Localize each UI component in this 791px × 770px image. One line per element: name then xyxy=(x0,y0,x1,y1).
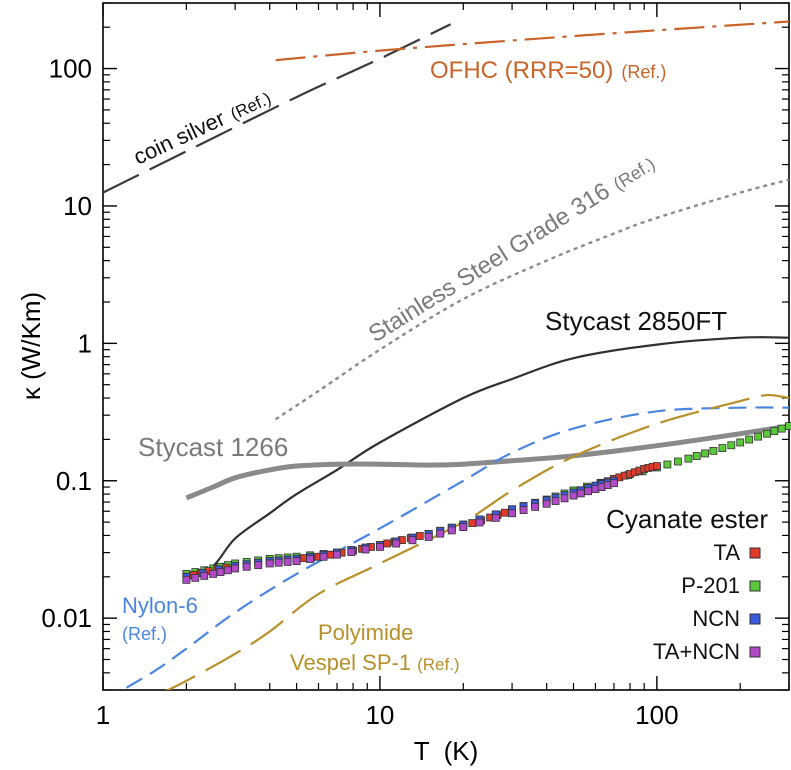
marker-p-201 xyxy=(745,435,754,444)
curve-stainless xyxy=(274,178,789,421)
marker-p-201 xyxy=(727,441,736,450)
legend-swatch-ta xyxy=(749,547,761,559)
x-tick-label: 10 xyxy=(365,700,394,730)
annotation-stycast-2850ft: Stycast 2850FT xyxy=(545,306,727,336)
marker-ta-ncn xyxy=(508,509,516,518)
y-tick-label: 1 xyxy=(78,328,92,358)
marker-ta-ncn xyxy=(576,489,585,498)
marker-ta-ncn xyxy=(551,497,560,505)
legend-label: P-201 xyxy=(681,573,740,598)
marker-ta-ncn xyxy=(560,494,569,503)
y-tick-label: 100 xyxy=(49,54,92,84)
marker-ta-ncn xyxy=(447,526,456,535)
marker-ta-ncn xyxy=(531,503,540,511)
marker-ta-ncn xyxy=(475,518,484,527)
curve-nylon xyxy=(120,406,789,690)
marker-ta-ncn xyxy=(519,506,528,514)
axis-ticks: 1 10 100 0.01 0.1 1 10 100 xyxy=(41,2,790,730)
marker-ta-ncn xyxy=(491,513,500,522)
marker-ta xyxy=(415,532,424,540)
annotation-coin-silver: coin silver(Ref.) xyxy=(130,84,275,169)
marker-ta-ncn xyxy=(265,559,274,568)
marker-p-201 xyxy=(701,449,709,458)
marker-ta xyxy=(326,550,334,559)
marker-p-201 xyxy=(736,438,745,447)
y-tick-label: 10 xyxy=(63,191,92,221)
marker-ta-ncn xyxy=(254,561,263,570)
marker-p-201 xyxy=(684,454,693,463)
marker-ta-ncn xyxy=(610,479,618,488)
marker-ta-ncn xyxy=(436,529,445,538)
curve-stycast2850 xyxy=(185,336,789,581)
marker-p-201 xyxy=(754,432,763,441)
marker-p-201 xyxy=(718,444,727,452)
legend-label: NCN xyxy=(692,606,740,631)
marker-ta-ncn xyxy=(223,566,232,575)
x-axis-label: T (K) xyxy=(414,736,479,766)
marker-ta-ncn xyxy=(584,487,593,496)
marker-ta-ncn xyxy=(424,533,433,541)
marker-ta-ncn xyxy=(306,555,314,563)
y-tick-label: 0.1 xyxy=(56,466,92,496)
curve-stycast1266 xyxy=(185,423,789,501)
marker-p-201 xyxy=(674,457,682,466)
marker-ta-ncn xyxy=(392,539,401,548)
legend-title: Cyanate ester xyxy=(606,504,768,534)
marker-p-201 xyxy=(692,452,701,460)
legend-label: TA xyxy=(714,540,741,565)
curve-ofhc xyxy=(275,20,789,62)
marker-ta-ncn xyxy=(242,562,251,571)
annotation-ofhc: OFHC (RRR=50) (Ref.) xyxy=(430,57,666,84)
annotation-nylon: Nylon-6 xyxy=(122,593,198,618)
marker-ta-ncn xyxy=(283,558,292,566)
marker-ta-ncn xyxy=(376,543,384,551)
marker-ta-ncn xyxy=(292,557,301,566)
marker-p-201 xyxy=(785,422,791,430)
marker-ta-ncn xyxy=(191,573,200,582)
y-axis-label: κ (W/Km) xyxy=(16,292,46,400)
marker-ta-ncn xyxy=(333,550,341,559)
data-markers xyxy=(182,422,791,584)
plot-frame xyxy=(102,2,790,691)
marker-ta-ncn xyxy=(408,536,417,545)
legend-label: TA+NCN xyxy=(653,639,740,664)
marker-p-201 xyxy=(763,429,771,438)
x-tick-label: 1 xyxy=(96,700,110,730)
annotation-polyimide: Polyimide xyxy=(318,620,413,645)
annotation-stycast-1266: Stycast 1266 xyxy=(138,432,288,462)
y-tick-label: 0.01 xyxy=(41,603,92,633)
marker-ta xyxy=(468,519,477,527)
curve-annotations: coin silver(Ref.)OFHC (RRR=50) (Ref.)Stai… xyxy=(122,57,727,675)
marker-p-201 xyxy=(663,460,672,469)
legend-swatch-ta-ncn xyxy=(749,646,761,658)
marker-ta-ncn xyxy=(319,552,328,561)
annotation-nylon-ref: (Ref.) xyxy=(122,624,167,644)
legend: Cyanate ester TA P-201 NCN TA+NCN xyxy=(606,504,768,664)
x-tick-label: 100 xyxy=(635,700,678,730)
marker-ta-ncn xyxy=(569,491,578,500)
marker-ta-ncn xyxy=(216,568,225,576)
legend-swatch-ncn xyxy=(749,613,761,625)
marker-p-201 xyxy=(770,427,779,436)
marker-p-201 xyxy=(777,424,786,433)
annotation-vespel: Vespel SP-1 (Ref.) xyxy=(290,650,460,675)
marker-ta-ncn xyxy=(542,499,551,508)
marker-ta-ncn xyxy=(361,545,370,554)
marker-ta xyxy=(652,462,661,470)
marker-ta-ncn xyxy=(182,575,191,584)
legend-swatch-p-201 xyxy=(749,580,761,592)
marker-ta-ncn xyxy=(459,523,468,531)
marker-ta xyxy=(383,539,392,548)
curve-coin-silver xyxy=(103,23,452,194)
marker-ta-ncn xyxy=(274,558,283,567)
marker-ta-ncn xyxy=(200,571,209,580)
marker-ta-ncn xyxy=(347,548,356,556)
marker-ta-ncn xyxy=(209,569,218,578)
marker-ta-ncn xyxy=(231,564,240,573)
marker-ta xyxy=(500,508,509,517)
marker-p-201 xyxy=(709,446,718,455)
